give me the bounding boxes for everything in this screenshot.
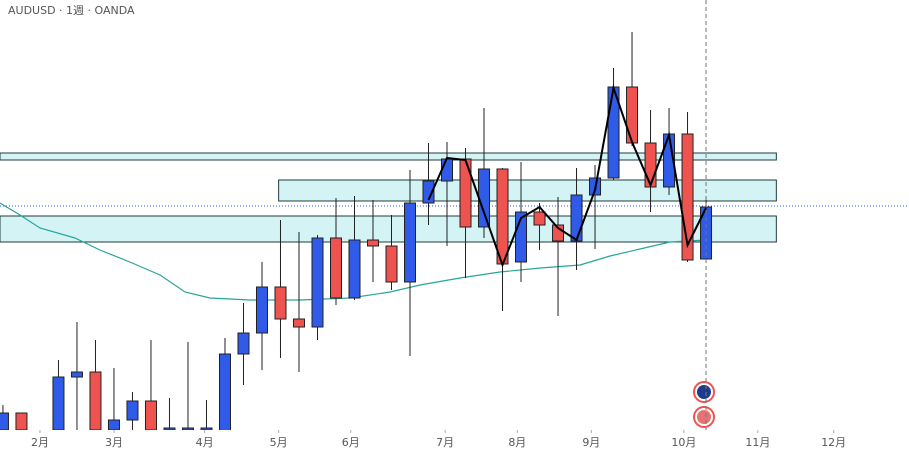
us-flag — [697, 410, 711, 424]
candle-body — [496, 168, 509, 265]
x-tick-label: 11月 — [745, 436, 770, 449]
candle-body — [52, 376, 65, 430]
candle-body — [200, 427, 213, 430]
x-tick-label: 7月 — [436, 436, 454, 449]
candle-body — [237, 332, 250, 355]
candle-body — [89, 371, 102, 430]
x-tick-label: 4月 — [196, 436, 214, 449]
candle-body — [366, 239, 379, 247]
candle-body — [681, 133, 694, 261]
zone — [0, 152, 777, 161]
candle-body — [181, 427, 194, 430]
candle-body — [107, 419, 120, 430]
candle-body — [348, 239, 361, 299]
candle-body — [218, 353, 231, 430]
candle-body — [385, 245, 398, 283]
moving-average — [0, 202, 707, 301]
candle-body — [15, 412, 28, 430]
candle-body — [570, 194, 583, 242]
candle-body — [163, 427, 176, 430]
x-tick-label: 3月 — [105, 436, 123, 449]
x-tick-label: 8月 — [508, 436, 526, 449]
candle-body — [478, 168, 491, 228]
x-tick-label: 12月 — [821, 436, 846, 449]
candle-body — [292, 318, 305, 328]
candle-body — [255, 286, 268, 334]
candle-body — [533, 211, 546, 226]
candle-body — [329, 237, 342, 299]
candle-body — [70, 371, 83, 378]
candle-body — [404, 202, 417, 283]
candle-body — [126, 400, 139, 421]
x-tick-label: 10月 — [671, 436, 696, 449]
au-flag — [697, 385, 711, 399]
candle-body — [311, 237, 324, 328]
x-tick-label: 6月 — [342, 436, 360, 449]
plot-area — [0, 32, 909, 430]
event-icons — [693, 381, 715, 428]
candle-body — [422, 180, 435, 204]
zone — [0, 215, 777, 243]
candle-body — [626, 86, 639, 144]
candle-body — [515, 211, 528, 263]
x-tick-label: 9月 — [582, 436, 600, 449]
candle-body — [144, 400, 157, 430]
zone — [278, 179, 777, 202]
x-tick-label: 2月 — [31, 436, 49, 449]
candle-body — [644, 142, 657, 188]
x-axis: 2月 3月 4月 5月 6月 7月 8月 9月 10月 11月 12月 — [31, 430, 846, 449]
candle-body — [441, 158, 454, 182]
chart-title: AUDUSD · 1週 · OANDA — [8, 4, 135, 17]
candle-body — [0, 412, 9, 430]
candle-body — [274, 286, 287, 320]
x-tick-label: 5月 — [270, 436, 288, 449]
zigzag-line — [427, 84, 707, 268]
candle-body — [552, 224, 565, 242]
